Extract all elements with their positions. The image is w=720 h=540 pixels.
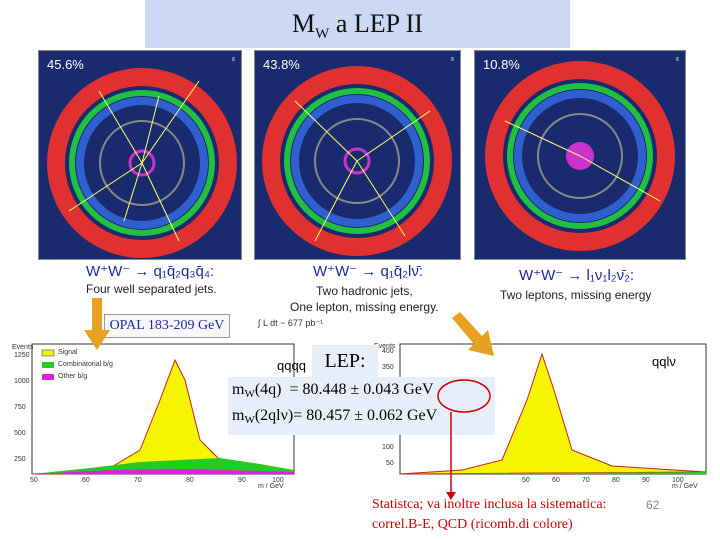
x-tick: 50 (30, 477, 38, 484)
title-rest: a LEP II (329, 9, 423, 38)
x-tick: 70 (134, 477, 142, 484)
annotation-arrowhead-icon (446, 492, 456, 500)
y-tick: 50 (386, 460, 394, 467)
systematics-note: Statistca; va inoltre inclusa la sistema… (372, 495, 606, 535)
title-subscript: W (315, 26, 330, 42)
y-tick: 100 (382, 444, 394, 451)
result-4q: mW(4q) = 80.448 ± 0.043 GeV (232, 381, 434, 400)
result-value: = 80.448 ± 0.043 GeV (281, 381, 434, 398)
event-display-2ql: 43.8% ≡ (254, 50, 461, 260)
y-tick: 500 (14, 430, 26, 437)
hist-left-channel: qqqq (277, 358, 306, 373)
page-title: MW a LEP II (145, 0, 570, 48)
result-prefix: m (232, 407, 245, 424)
channel-desc-2ql-1: Two hadronic jets, (316, 284, 413, 298)
histogram-2ql-plot (399, 343, 707, 475)
note-line-2: correl.B-E, QCD (ricomb.di colore) (372, 517, 573, 532)
x-tick: 80 (186, 477, 194, 484)
channel-label-4q: W⁺W⁻ → q₁q̄₂q₃q̄₄: (86, 263, 215, 280)
channel-label-2l: W⁺W⁻ → l₁ν₁l₂ν̄₂: (519, 267, 635, 284)
title-main: M (292, 9, 316, 38)
x-tick: 90 (642, 477, 650, 484)
lep-results: mW(4q) = 80.448 ± 0.043 GeV mW(2qlν)= 80… (228, 377, 495, 435)
y-tick: 1000 (14, 378, 30, 385)
x-tick: 80 (612, 477, 620, 484)
result-subscript: W (244, 388, 255, 400)
event-display-4q: 45.6% ≡ (38, 50, 242, 260)
y-axis-label: Events (12, 344, 34, 351)
channel-desc-4q: Four well separated jets. (86, 282, 217, 296)
y-tick: 350 (382, 364, 394, 371)
result-channel: (2qlν) (254, 407, 294, 424)
channel-label-2ql: W⁺W⁻ → q₁q̄₂lν̄: (313, 263, 424, 280)
channel-desc-2ql-2: One lepton, missing energy. (290, 300, 439, 314)
channel-desc-2l: Two leptons, missing energy (500, 288, 652, 302)
panel-percent: 45.6% (47, 57, 84, 72)
x-tick: 60 (82, 477, 90, 484)
result-channel: (4q) (254, 381, 282, 398)
x-tick: 60 (552, 477, 560, 484)
x-axis-label: m / GeV (672, 483, 698, 490)
x-tick: 100 (272, 477, 284, 484)
opal-label: OPAL 183-209 GeV (104, 314, 230, 338)
event-display-2l: 10.8% ≡ (474, 50, 686, 260)
x-axis-label: m / GeV (258, 483, 284, 490)
legend-combinatorial: Combinatorial b/g (58, 361, 113, 368)
error-highlight-ellipse (437, 379, 491, 413)
legend-signal: Signal (58, 349, 78, 356)
x-tick: 70 (582, 477, 590, 484)
legend-other: Other b/g (58, 373, 88, 380)
x-tick: 90 (238, 477, 246, 484)
panel-legend-icon: ≡ (231, 57, 235, 63)
result-value: = 80.457 ± 0.062 GeV (293, 407, 438, 424)
page-number: 62 (646, 498, 660, 512)
panel-percent: 10.8% (483, 57, 520, 72)
panel-legend-icon: ≡ (450, 57, 454, 63)
lep-label: LEP: (312, 345, 378, 377)
detector-rings (47, 68, 237, 258)
arrow-diagonal-icon (452, 312, 494, 356)
y-tick: 250 (14, 456, 26, 463)
panel-legend-icon: ≡ (675, 57, 679, 63)
detector-rings (485, 61, 675, 251)
panel-percent: 43.8% (263, 57, 300, 72)
y-tick: 400 (382, 348, 394, 355)
result-prefix: m (232, 381, 245, 398)
hist-right-channel: qqlν (652, 354, 676, 369)
x-tick: 100 (672, 477, 684, 484)
y-axis-label: Events (374, 343, 396, 350)
histogram-4q-plot (31, 343, 295, 475)
luminosity-label: ∫ L dt ~ 677 pb⁻¹ (258, 318, 324, 328)
note-line-1: Statistca; va inoltre inclusa la sistema… (372, 497, 607, 512)
x-tick: 50 (522, 477, 530, 484)
arrow-down-icon (84, 298, 110, 350)
y-tick: 750 (14, 404, 26, 411)
result-subscript: W (244, 414, 255, 426)
result-2ql: mW(2qlν)= 80.457 ± 0.062 GeV (232, 407, 437, 426)
detector-rings (262, 66, 452, 256)
y-tick: 1250 (14, 352, 30, 359)
